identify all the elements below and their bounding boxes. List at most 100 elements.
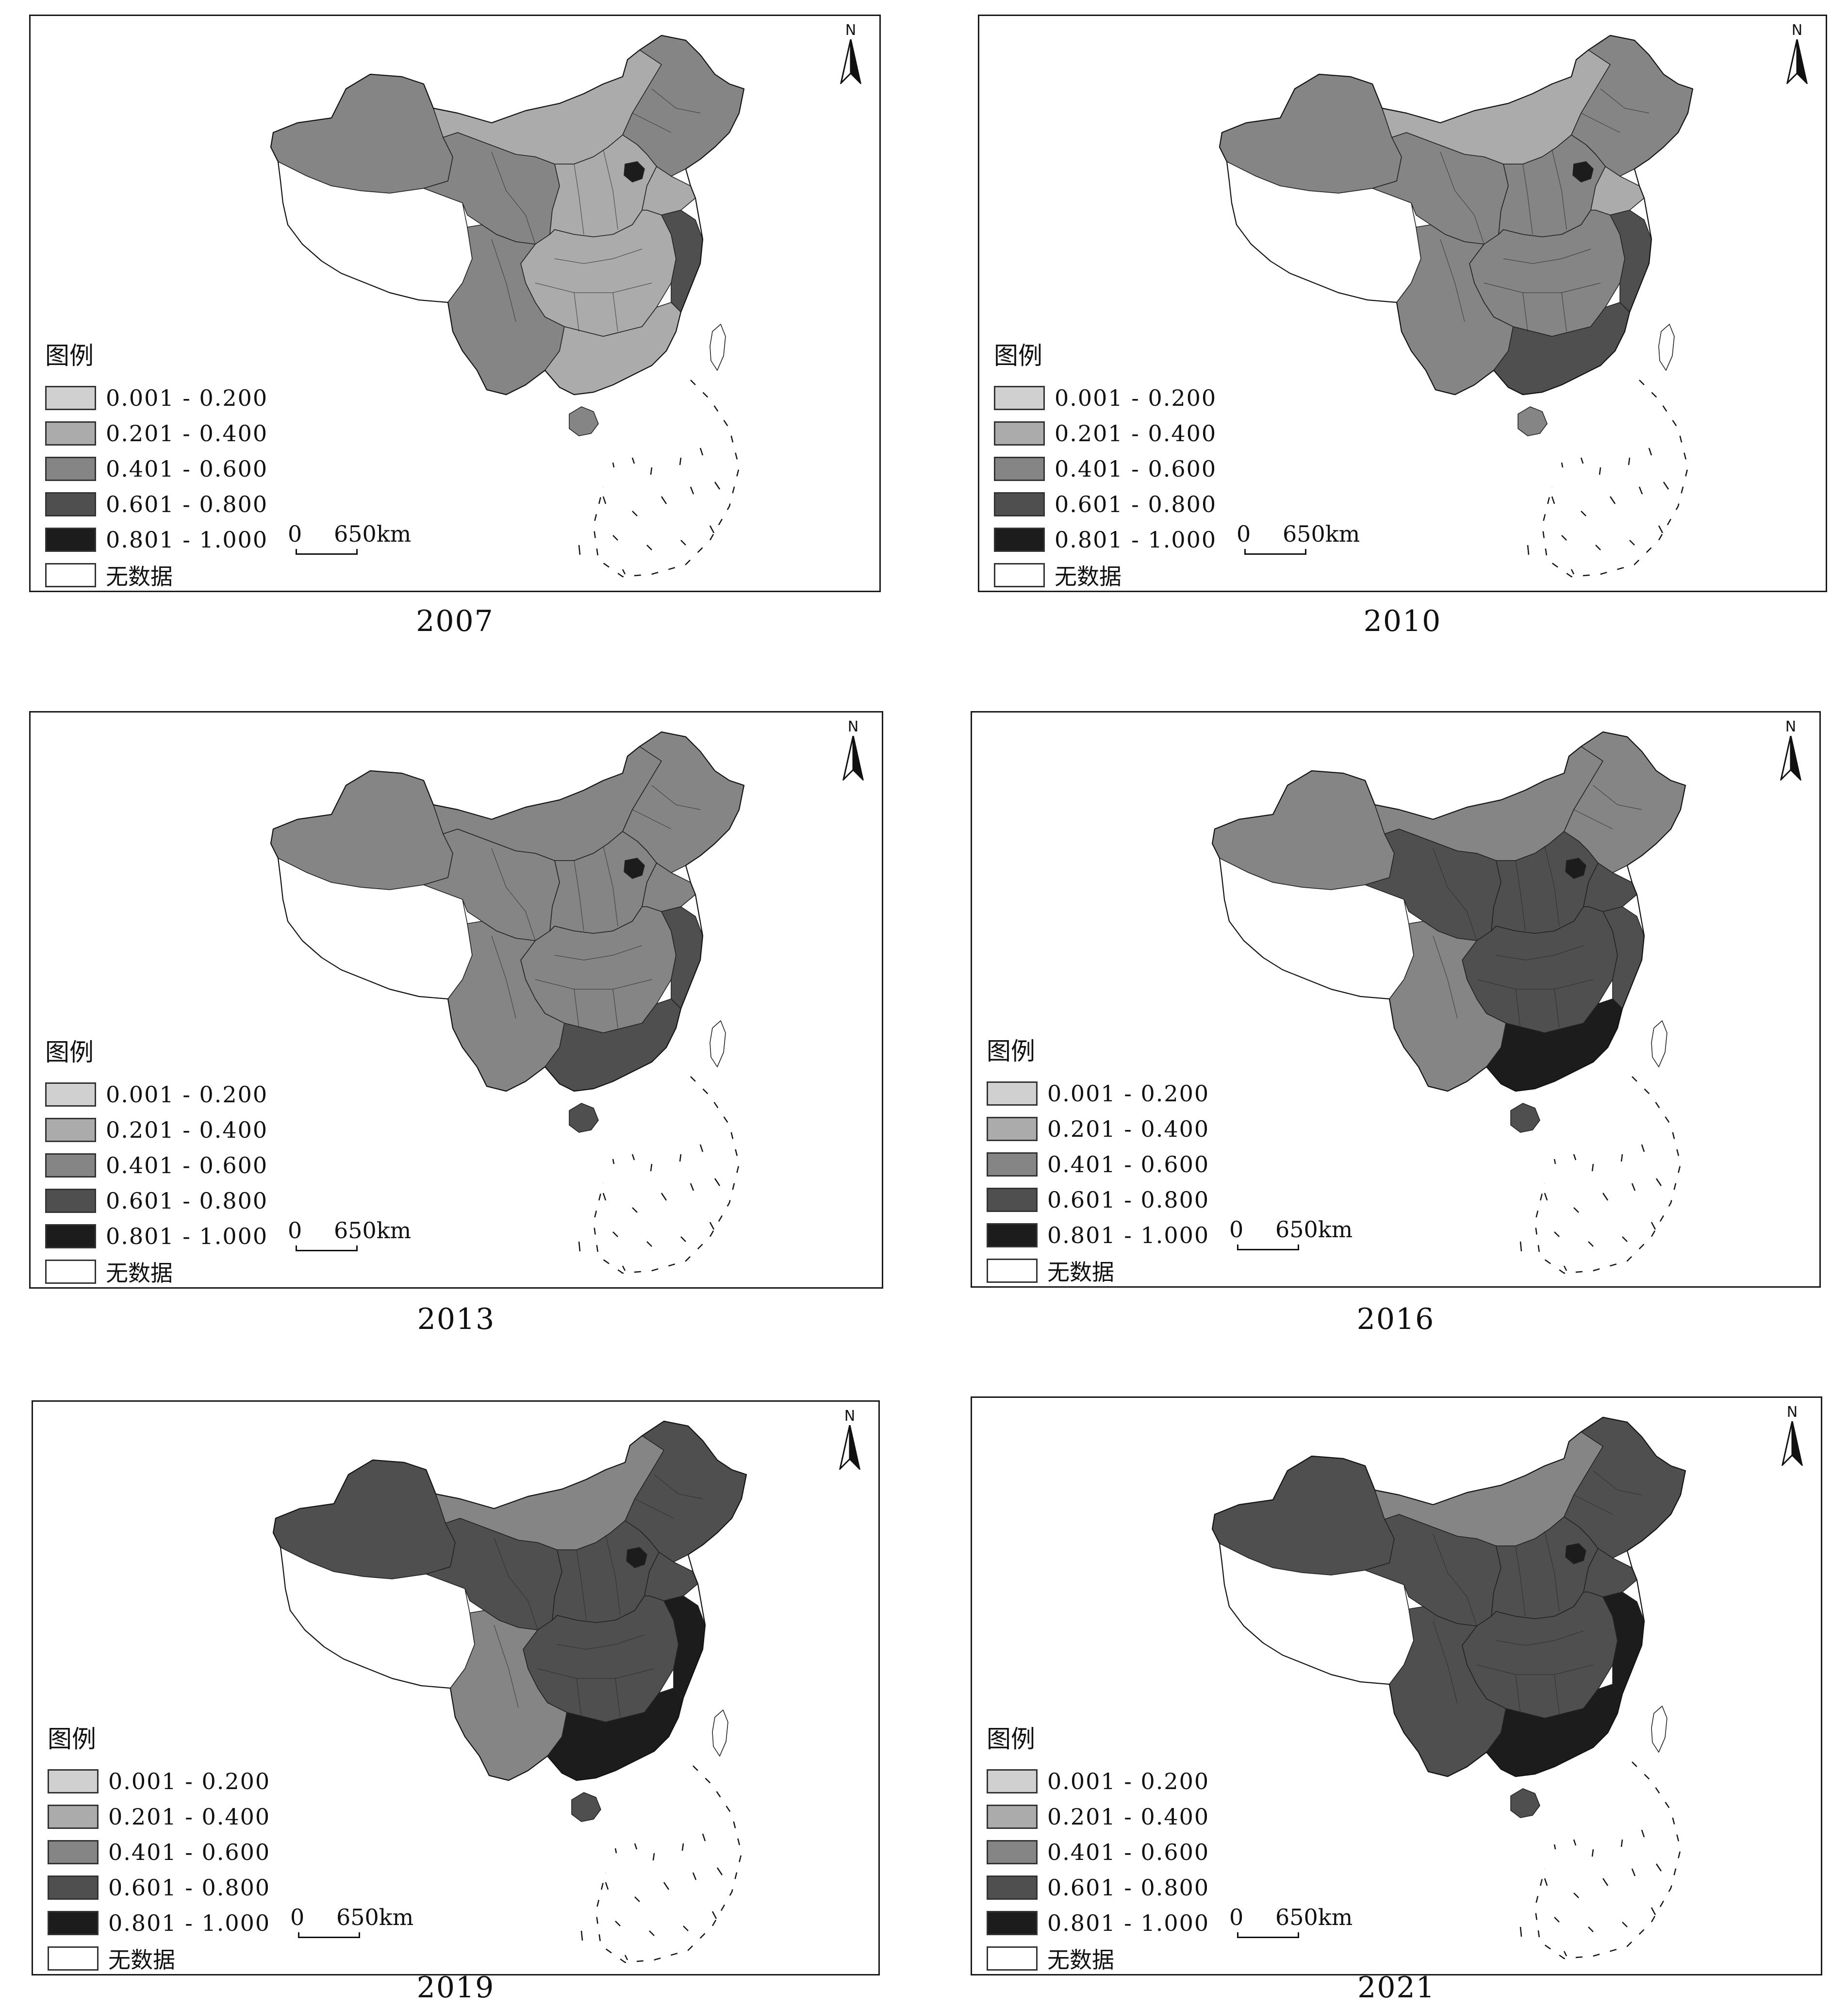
map-frame: N 图例 0.001 - 0.200 0.201 - 0.400 0.401 - 0.6… <box>971 1396 1822 1975</box>
choropleth-map <box>1219 34 1694 578</box>
legend-label: 0.001 - 0.200 <box>1047 1080 1210 1107</box>
legend-swatch <box>987 1223 1038 1247</box>
region-hainan <box>1518 406 1548 436</box>
legend-swatch <box>45 456 96 481</box>
province-boundary <box>1573 809 1613 830</box>
north-label: N <box>844 1408 856 1425</box>
legend-swatch-nodata <box>987 1258 1038 1283</box>
island-mark <box>1609 496 1616 504</box>
legend-item: 0.001 - 0.200 <box>987 1763 1209 1799</box>
legend-swatch <box>48 1804 99 1829</box>
scale-zero-label: 0 <box>1237 521 1251 547</box>
north-label: N <box>1791 22 1803 39</box>
legend-item: 0.001 - 0.200 <box>45 1077 268 1112</box>
legend-label: 0.601 - 0.800 <box>1055 491 1217 517</box>
province-boundary <box>535 282 652 293</box>
country-outline <box>270 34 745 396</box>
scale-distance-label: 650km <box>1283 521 1360 547</box>
legend: 图例 0.001 - 0.200 0.201 - 0.400 0.401 - 0.60… <box>994 336 1217 593</box>
island-mark <box>709 525 715 533</box>
island-mark <box>1591 1163 1594 1172</box>
island-mark <box>663 1882 670 1890</box>
scale-zero-label: 0 <box>1229 1904 1244 1930</box>
island-mark <box>632 1207 638 1213</box>
region-taiwan <box>1651 1020 1667 1067</box>
island-mark <box>634 1896 640 1902</box>
legend-label-nodata: 无数据 <box>106 563 173 590</box>
legend-swatch <box>45 1082 96 1107</box>
island-mark <box>1602 1193 1609 1201</box>
island-mark <box>650 1163 653 1172</box>
province-boundary <box>603 149 618 230</box>
legend-swatch <box>987 1152 1038 1177</box>
north-label: N <box>847 718 859 735</box>
legend-label: 0.201 - 0.400 <box>108 1803 271 1830</box>
map-frame: N 图例 0.001 - 0.200 0.201 - 0.400 0.401 - 0.6… <box>32 1400 880 1975</box>
scale-bar: 0 650km <box>290 1904 413 1938</box>
island-mark <box>714 1178 721 1186</box>
legend-label-nodata: 无数据 <box>1047 1259 1114 1285</box>
island-mark <box>1573 1207 1579 1213</box>
island-mark <box>1519 1241 1522 1252</box>
legend-label: 0.601 - 0.800 <box>106 491 268 517</box>
province-boundary <box>1554 989 1560 1029</box>
map-frame: N 图例 0.001 - 0.200 0.201 - 0.400 0.401 - 0.6… <box>971 711 1821 1288</box>
legend-item: 0.601 - 0.800 <box>48 1870 270 1905</box>
legend-item-nodata: 无数据 <box>48 1941 270 1976</box>
legend-swatch <box>987 1840 1038 1864</box>
island-mark <box>1650 1907 1656 1915</box>
province-boundary <box>1484 282 1601 293</box>
region-hainan <box>571 1792 601 1822</box>
scale-zero-label: 0 <box>288 521 302 547</box>
island-mark <box>679 1154 682 1162</box>
north-arrow-icon: N <box>836 22 865 85</box>
legend-swatch <box>45 492 96 516</box>
legend-label-nodata: 无数据 <box>1055 563 1122 590</box>
island-mark <box>578 545 581 555</box>
legend-item: 0.601 - 0.800 <box>987 1182 1209 1217</box>
legend-swatch <box>45 385 96 410</box>
island-mark <box>1648 448 1652 456</box>
province-boundary <box>1554 1674 1560 1714</box>
legend-swatch-nodata <box>45 1259 96 1284</box>
legend-item-nodata: 无数据 <box>45 557 268 593</box>
island-mark <box>711 1911 717 1919</box>
legend-item: 0.201 - 0.400 <box>45 415 268 451</box>
legend-swatch <box>994 492 1045 516</box>
island-mark <box>679 457 682 465</box>
island-mark <box>1554 1231 1560 1237</box>
legend-label: 0.201 - 0.400 <box>1047 1803 1210 1830</box>
legend-swatch-nodata <box>48 1946 99 1971</box>
legend-swatch <box>45 421 96 446</box>
legend-item: 0.601 - 0.800 <box>45 486 268 522</box>
scale-line <box>296 1245 358 1251</box>
legend-swatch <box>994 385 1045 410</box>
island-mark <box>709 1222 715 1230</box>
legend-item-nodata: 无数据 <box>994 557 1217 593</box>
legend-item-nodata: 无数据 <box>987 1253 1209 1288</box>
legend-swatch-nodata <box>994 563 1045 587</box>
legend: 图例 0.001 - 0.200 0.201 - 0.400 0.401 - 0.60… <box>987 1720 1209 1976</box>
region-beijing <box>1565 1543 1586 1564</box>
province-boundary <box>554 945 643 961</box>
south-china-sea-boundary <box>595 1765 742 1963</box>
north-label: N <box>1786 1404 1798 1421</box>
legend-label: 0.801 - 1.000 <box>1047 1909 1210 1936</box>
province-boundary <box>574 989 579 1029</box>
year-caption: 2016 <box>1356 1302 1435 1336</box>
island-mark <box>612 1231 618 1237</box>
legend: 图例 0.001 - 0.200 0.201 - 0.400 0.401 - 0.60… <box>45 1033 268 1289</box>
choropleth-map <box>1211 731 1686 1274</box>
legend-item: 0.201 - 0.400 <box>987 1111 1209 1146</box>
choropleth-map <box>272 1420 747 1963</box>
island-mark <box>1631 1183 1636 1191</box>
island-mark <box>1622 1236 1628 1242</box>
island-mark <box>1570 569 1575 575</box>
region-beijing <box>1572 161 1594 183</box>
region-taiwan <box>712 1709 728 1757</box>
province-boundary <box>1433 1621 1458 1704</box>
scale-line <box>1237 1245 1299 1250</box>
province-boundary <box>1476 979 1594 990</box>
scale-distance-label: 650km <box>334 521 412 547</box>
legend-swatch <box>48 1840 99 1864</box>
